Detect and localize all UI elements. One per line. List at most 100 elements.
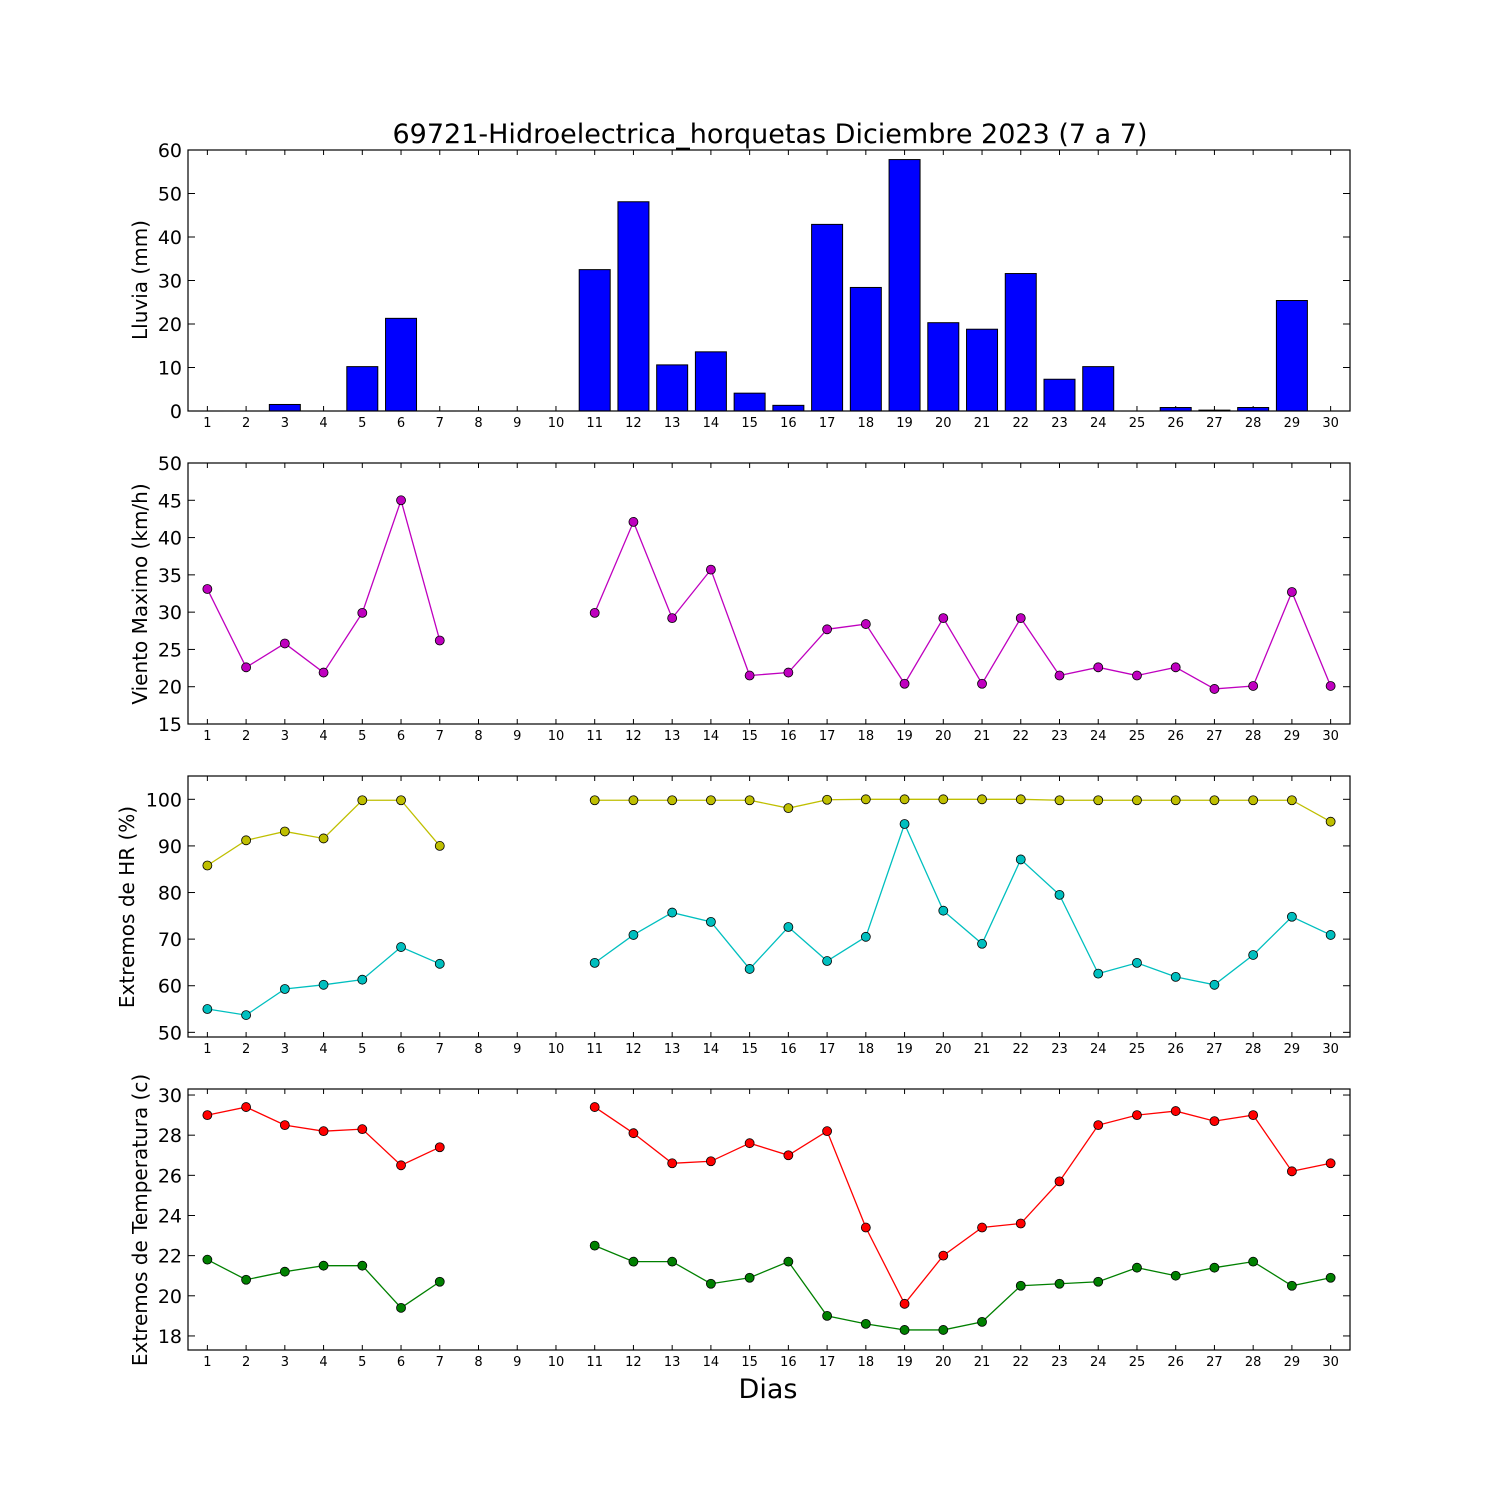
x-tick-label: 3 <box>281 729 289 744</box>
rain-bar <box>772 404 805 412</box>
data-point <box>589 795 600 806</box>
x-tick-label: 5 <box>358 1355 366 1370</box>
y-tick-label: 10 <box>158 358 182 380</box>
data-point <box>977 678 987 689</box>
data-point <box>1015 854 1026 865</box>
x-tick-label: 2 <box>242 1355 250 1370</box>
x-tick-label: 10 <box>548 416 565 431</box>
data-point <box>667 1256 678 1267</box>
x-tick-label: 15 <box>741 1355 758 1370</box>
data-point <box>667 1158 678 1169</box>
x-tick-label: 1 <box>203 1042 211 1057</box>
data-point <box>899 678 910 689</box>
x-tick-label: 29 <box>1284 1042 1301 1057</box>
data-point <box>202 1004 213 1014</box>
x-tick-label: 23 <box>1051 416 1068 431</box>
data-point <box>938 905 949 916</box>
data-point <box>202 584 213 594</box>
x-tick-label: 29 <box>1284 729 1301 744</box>
data-point <box>744 670 755 681</box>
x-tick-label: 12 <box>625 416 642 431</box>
x-tick-label: 7 <box>436 729 444 744</box>
x-tick-label: 13 <box>664 729 681 744</box>
x-tick-label: 20 <box>935 729 952 744</box>
x-tick-label: 10 <box>548 1042 565 1057</box>
axes-frame <box>187 775 1351 1038</box>
series-line <box>594 520 1332 690</box>
data-point <box>977 1222 987 1233</box>
data-point <box>706 916 716 927</box>
y-tick-label: 35 <box>158 565 182 587</box>
x-tick-label: 9 <box>513 1042 521 1057</box>
data-point <box>396 1302 406 1313</box>
rain-bar <box>1043 378 1076 412</box>
x-tick-label: 20 <box>935 1042 952 1057</box>
data-point <box>1325 1272 1336 1283</box>
x-tick-label: 5 <box>358 729 366 744</box>
data-point <box>1054 1278 1065 1289</box>
x-tick-label: 6 <box>397 729 405 744</box>
data-point <box>744 795 755 806</box>
data-point <box>1015 613 1026 624</box>
data-point <box>241 662 252 673</box>
data-point <box>1209 1262 1220 1273</box>
data-point <box>1015 1218 1026 1229</box>
y-tick-label: 90 <box>158 836 182 858</box>
data-point <box>279 1266 290 1277</box>
axes-frame <box>187 462 1351 725</box>
data-point <box>357 795 368 806</box>
data-point <box>357 1124 368 1135</box>
x-tick-label: 13 <box>664 1355 681 1370</box>
x-tick-label: 12 <box>625 729 642 744</box>
rain-bar <box>656 364 689 412</box>
data-point <box>396 795 406 806</box>
x-tick-label: 30 <box>1322 729 1339 744</box>
data-point <box>1209 795 1220 806</box>
x-tick-label: 16 <box>780 1042 797 1057</box>
data-point <box>783 1150 794 1161</box>
x-tick-label: 21 <box>974 416 991 431</box>
data-point <box>783 667 794 678</box>
data-point <box>279 984 290 994</box>
x-tick-label: 10 <box>548 1355 565 1370</box>
x-tick-label: 12 <box>625 1042 642 1057</box>
data-point <box>899 1298 910 1309</box>
wind-ylabel: Viento Maximo (km/h) <box>128 483 152 704</box>
x-tick-label: 25 <box>1129 1042 1146 1057</box>
x-tick-label: 9 <box>513 416 521 431</box>
x-tick-label: 19 <box>896 1042 913 1057</box>
x-tick-label: 21 <box>974 1355 991 1370</box>
x-tick-label: 24 <box>1090 416 1107 431</box>
x-tick-label: 25 <box>1129 729 1146 744</box>
data-point <box>318 1260 329 1271</box>
data-point <box>1093 1120 1104 1131</box>
x-tick-label: 5 <box>358 1042 366 1057</box>
x-tick-label: 16 <box>780 1355 797 1370</box>
data-point <box>1170 1106 1181 1116</box>
rain-bar <box>617 201 650 412</box>
data-point <box>1325 681 1336 691</box>
data-point <box>396 1160 406 1171</box>
data-point <box>1093 1276 1104 1287</box>
data-point <box>822 794 832 805</box>
data-point <box>1248 1110 1259 1120</box>
x-tick-label: 24 <box>1090 1355 1107 1370</box>
x-tick-label: 14 <box>703 1355 720 1370</box>
data-point <box>434 841 445 851</box>
x-tick-label: 22 <box>1012 1355 1029 1370</box>
data-point <box>1054 670 1065 681</box>
x-tick-label: 16 <box>780 729 797 744</box>
data-point <box>706 1156 716 1167</box>
data-point <box>396 495 406 506</box>
data-point <box>1248 795 1259 806</box>
x-tick-label: 1 <box>203 416 211 431</box>
y-tick-label: 20 <box>158 677 182 699</box>
series-line <box>594 798 1331 823</box>
data-point <box>1170 1270 1181 1281</box>
data-point <box>318 1126 329 1137</box>
data-point <box>899 819 910 829</box>
data-point <box>977 794 987 805</box>
x-tick-label: 21 <box>974 729 991 744</box>
x-tick-label: 26 <box>1167 1042 1184 1057</box>
x-tick-label: 27 <box>1206 1355 1223 1370</box>
